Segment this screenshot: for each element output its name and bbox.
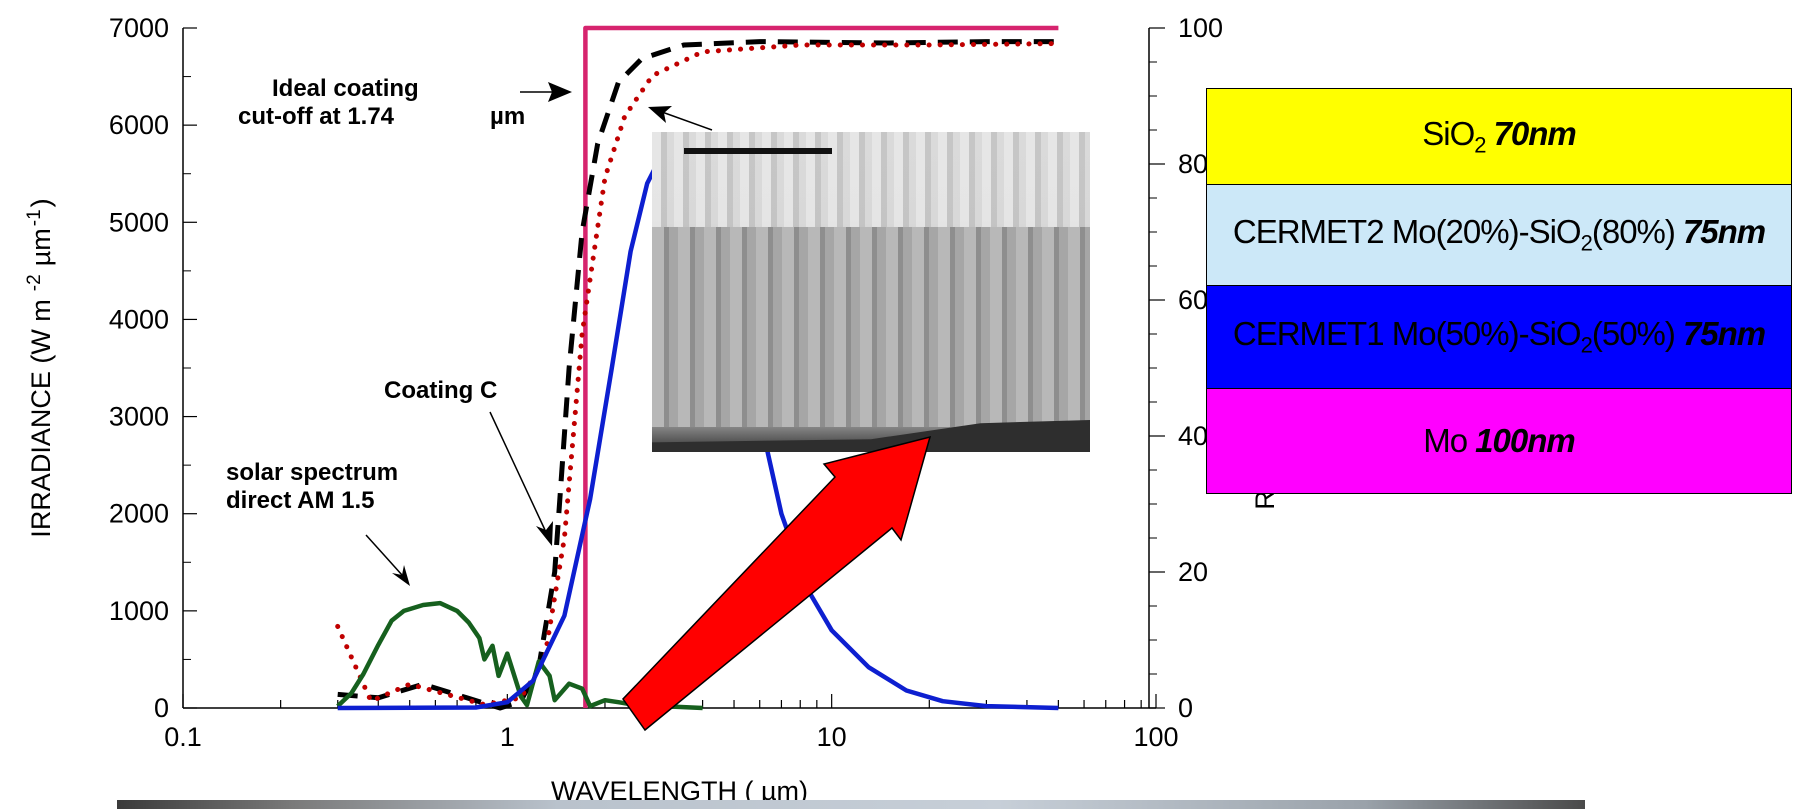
- solar-pointer-arrow: [365, 534, 410, 586]
- sem-micrograph-inset: [652, 132, 1090, 452]
- sem-scale-bar: [684, 148, 832, 154]
- series-line-dashed-1: [337, 39, 1059, 711]
- y-tick-label-left: 6000: [109, 110, 169, 140]
- y-tick-label-left: 7000: [109, 13, 169, 43]
- coating-layer-subscript: 2: [1474, 132, 1486, 158]
- annotation-ideal-line2: cut-off at 1.74: [238, 103, 395, 130]
- y-axis-label-part: ): [26, 198, 56, 207]
- x-tick-label: 1: [500, 722, 515, 752]
- coating-layer-1: SiO2 70nm: [1206, 88, 1792, 185]
- y-tick-label-right: 80: [1178, 149, 1208, 179]
- y-tick-label-right: 0: [1178, 693, 1193, 723]
- y-axis-label-part: IRRADIANCE (W m: [26, 299, 56, 538]
- series-line-dotted-2: [335, 41, 1061, 708]
- y-axis-label-right: R: [1250, 490, 1280, 510]
- inset-pointer-arrow: [648, 106, 713, 131]
- sem-columnar-texture: [652, 227, 1090, 427]
- y-tick-label-left: 1000: [109, 596, 169, 626]
- x-tick-label: 10: [817, 722, 847, 752]
- coating-layer-thickness: 75nm: [1682, 213, 1766, 251]
- ideal-pointer-arrow: [520, 82, 572, 102]
- y-tick-label-right: 20: [1178, 557, 1208, 587]
- coating-layer-label: SiO2 70nm: [1422, 114, 1577, 158]
- coating-layer-2: CERMET2 Mo(20%)-SiO2(80%) 75nm: [1206, 184, 1792, 286]
- annotation-solar-line1: solar spectrum: [226, 459, 398, 486]
- y-tick-label-left: 3000: [109, 402, 169, 432]
- coating-layer-label: CERMET1 Mo(50%)-SiO2(50%) 75nm: [1232, 315, 1766, 358]
- y-axis-label-part: µm: [26, 228, 56, 266]
- series-line-solid-0: [583, 25, 1059, 708]
- annotation-coating-c: Coating C: [384, 377, 497, 404]
- annotation-solar-line2: direct AM 1.5: [226, 487, 375, 514]
- coating-layer-label: Mo 100nm: [1423, 422, 1576, 459]
- y-tick-label-left: 5000: [109, 207, 169, 237]
- series-line-solid-4: [336, 600, 703, 711]
- y-tick-label-left: 2000: [109, 499, 169, 529]
- y-tick-label-left: 4000: [109, 304, 169, 334]
- y-axis-label-left: IRRADIANCE (W m -2 µm -1): [24, 198, 56, 537]
- y-tick-label-right: 100: [1178, 13, 1223, 43]
- y-tick-label-left: 0: [154, 693, 169, 723]
- coating-layer-thickness: 100nm: [1475, 422, 1576, 459]
- y-tick-label-right: 40: [1178, 421, 1208, 451]
- y-tick-label-right: 60: [1178, 285, 1208, 315]
- coating-pointer-arrow: [489, 411, 553, 546]
- y-axis-label-part: -1: [24, 209, 45, 226]
- y-axis-label-part: -2: [24, 274, 45, 291]
- coating-layer-thickness: 75nm: [1682, 315, 1766, 353]
- chart-annotations: Ideal coating cut-off at 1.74 µm Coating…: [226, 75, 525, 514]
- coating-layer-label: CERMET2 Mo(20%)-SiO2(80%) 75nm: [1232, 213, 1766, 256]
- sem-surface-texture: [652, 132, 1090, 227]
- coating-layer-subscript: 2: [1580, 230, 1593, 256]
- coating-layer-subscript: 2: [1580, 332, 1593, 358]
- annotation-pointers: [365, 82, 713, 586]
- coating-layer-3: CERMET1 Mo(50%)-SiO2(50%) 75nm: [1206, 285, 1792, 389]
- annotation-ideal-unit: µm: [490, 103, 525, 130]
- x-tick-label: 0.1: [164, 722, 202, 752]
- annotation-ideal-line1: Ideal coating: [272, 75, 419, 102]
- x-tick-label: 100: [1133, 722, 1178, 752]
- photo-strip: [117, 800, 1585, 809]
- coating-layer-thickness: 70nm: [1493, 114, 1577, 152]
- coating-layer-4: Mo 100nm: [1206, 388, 1792, 494]
